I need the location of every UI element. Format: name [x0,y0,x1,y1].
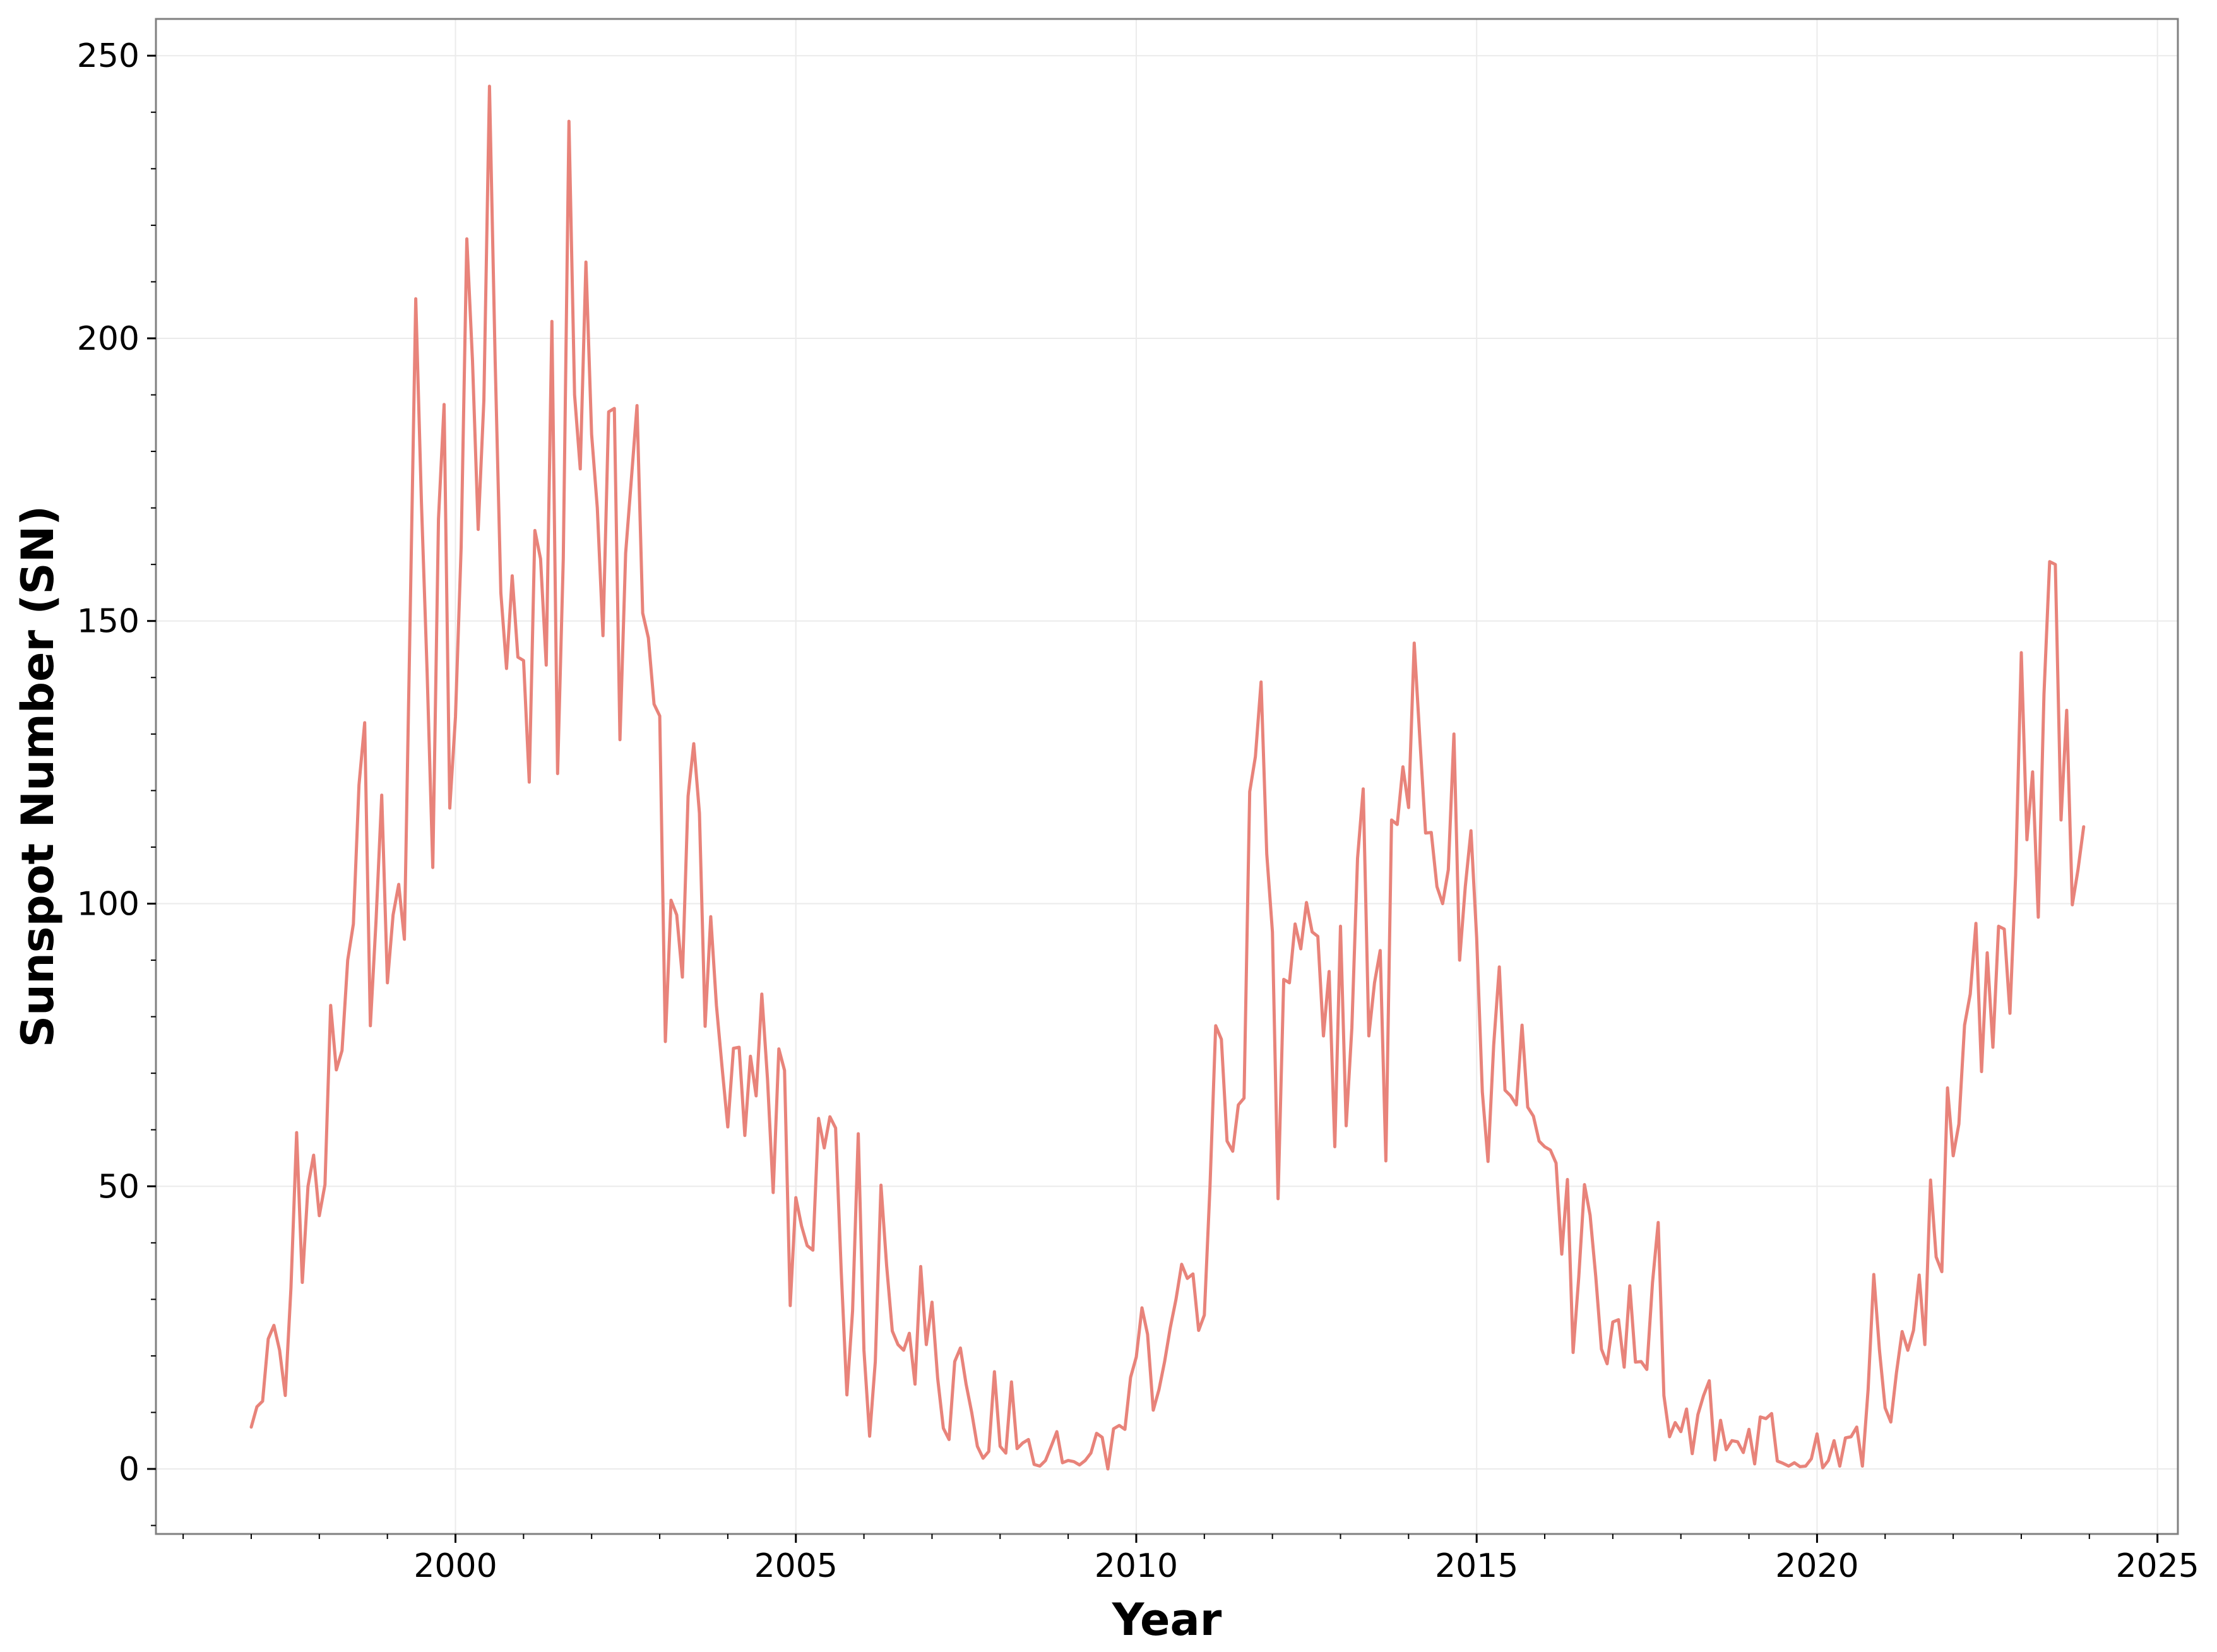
x-axis: 2000 2005 2010 2015 2020 2025 [182,1534,2199,1585]
series-line [249,85,2086,1471]
gridlines [156,19,2178,1534]
x-axis-label: Year [1112,1594,1222,1646]
y-tick-label: 200 [77,320,140,358]
x-tick-label: 2010 [1095,1547,1178,1585]
y-tick-label: 250 [77,37,140,75]
plot-frame [155,18,2179,1535]
y-tick-label: 0 [119,1451,140,1489]
y-axis: 0 50 100 150 200 250 [77,37,156,1526]
y-tick-label: 50 [98,1168,140,1206]
data-layer [249,85,2086,1471]
y-axis-label: Sunspot Number (SN) [12,506,64,1048]
x-tick-label: 2015 [1435,1547,1518,1585]
x-tick-label: 2005 [754,1547,838,1585]
x-tick-label: 2020 [1775,1547,1858,1585]
x-tick-label: 2025 [2115,1547,2199,1585]
y-tick-label: 100 [77,885,140,923]
y-tick-label: 150 [77,603,140,641]
x-tick-label: 2000 [413,1547,497,1585]
